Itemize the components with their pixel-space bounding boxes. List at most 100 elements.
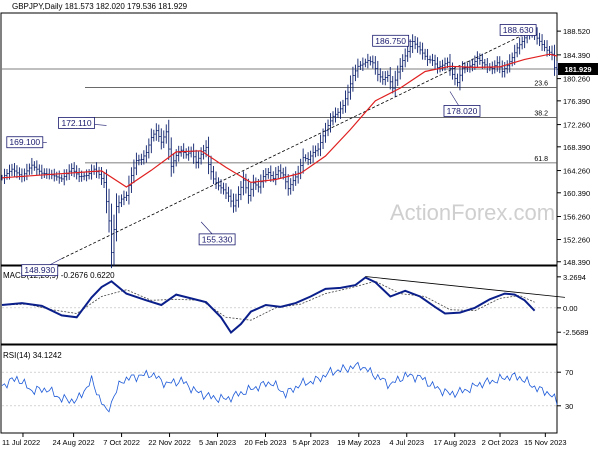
callout-label: 172.110 (61, 118, 91, 128)
ohlc-bar (294, 171, 297, 186)
callout-box (499, 24, 537, 36)
ohlc-bar (408, 39, 412, 58)
ohlc-bar (33, 161, 36, 171)
ohlc-bar (321, 128, 325, 150)
ohlc-bar (448, 53, 452, 76)
ohlc-bar (503, 61, 506, 78)
macd-axis-tick-label: -2.5689 (563, 328, 588, 337)
x-axis: 11 Jul 2022 24 Aug 2022 7 Oct 2022 22 Nov 2… (2, 433, 567, 447)
ohlc-bar (28, 163, 31, 175)
ohlc-bar (511, 52, 514, 67)
price-axis-tick-label: 164.260 (563, 167, 590, 176)
ohlc-bar (396, 65, 399, 86)
ohlc-bar (267, 167, 270, 179)
ohlc-bar (301, 148, 305, 174)
ohlc-bar (142, 150, 146, 165)
ohlc-bar (38, 164, 41, 176)
callout-label: 178.020 (447, 106, 478, 116)
ohlc-bar (157, 124, 160, 142)
ohlc-bar (239, 181, 243, 201)
callout-box (58, 117, 95, 129)
ohlc-bar (247, 178, 250, 204)
ohlc-bar (336, 108, 340, 119)
ohlc-bar (339, 101, 342, 119)
ohlc-bar (381, 71, 384, 85)
ohlc-bar (486, 58, 489, 74)
ohlc-bar (403, 48, 407, 68)
ohlc-bar (160, 128, 163, 150)
ohlc-bar (222, 182, 225, 195)
ohlc-bar (25, 163, 29, 181)
ohlc-bar (458, 66, 462, 91)
ohlc-bar (284, 166, 287, 190)
ohlc-bar (77, 167, 81, 183)
price-panel: 188.520 184.390 180.260 176.390 172.260 168.3… (0, 24, 598, 277)
ohlc-bar (259, 174, 263, 194)
ohlc-bar (192, 143, 195, 164)
ohlc-bar (30, 157, 34, 175)
ohlc-bar (501, 60, 504, 78)
ohlc-bar (269, 165, 272, 182)
ohlc-bar (443, 57, 447, 71)
chart-header: GBPJPY,Daily 181.573 182.020 179.536 181… (12, 2, 188, 11)
ohlc-bar (356, 58, 360, 78)
ohlc-bar (127, 175, 131, 205)
trend-channel-line (61, 30, 533, 260)
ohlc-bar (232, 193, 235, 213)
ohlc-bar (115, 193, 118, 242)
ohlc-bar (406, 44, 409, 62)
rsi-title: RSI(14) 34.1242 (3, 351, 62, 360)
ohlc-bar (346, 84, 350, 106)
ohlc-bar (351, 66, 355, 92)
ohlc-bar (237, 186, 240, 208)
ohlc-bar (274, 167, 277, 186)
ohlc-bar (520, 36, 524, 50)
x-axis-tick-label: 11 Jul 2022 (2, 438, 40, 447)
ohlc-bar (140, 153, 143, 166)
ohlc-bar (366, 53, 370, 69)
ohlc-bar (413, 36, 417, 50)
current-price-label: 181.929 (564, 65, 591, 74)
x-axis-tick-label: 22 Nov 2022 (148, 438, 191, 447)
ohlc-bar (117, 195, 121, 214)
x-axis-tick-label: 17 Aug 2023 (434, 438, 476, 447)
price-axis-tick-label: 148.390 (563, 258, 590, 267)
ohlc-bar (137, 154, 141, 166)
ohlc-bar (545, 40, 549, 57)
ohlc-bar (463, 61, 467, 74)
ohlc-bar (112, 214, 116, 266)
ohlc-bar (371, 55, 375, 69)
ohlc-bar (87, 169, 91, 180)
ohlc-bar (60, 174, 63, 183)
macd-signal-line (1, 280, 535, 321)
ohlc-bar (214, 171, 218, 190)
x-axis-tick-label: 2 Oct 2023 (482, 438, 519, 447)
ohlc-bar (162, 130, 165, 149)
ohlc-bar (15, 165, 19, 179)
ohlc-bar (105, 169, 108, 214)
ohlc-bar (40, 164, 44, 180)
ohlc-bar (199, 147, 203, 165)
macd-title: MACD(12,26,9) -0.2676 0.6220 (3, 271, 115, 280)
ohlc-bar (324, 122, 327, 143)
x-axis-tick-label: 5 Jan 2023 (199, 438, 236, 447)
ohlc-bar (3, 168, 6, 184)
ohlc-bar (63, 169, 66, 186)
ohlc-bar (43, 168, 46, 179)
ohlc-bar (515, 42, 519, 58)
ohlc-bar (150, 128, 153, 154)
macd-trend-line (365, 276, 566, 298)
ohlc-bar (177, 145, 180, 162)
ohlc-bar (58, 170, 61, 184)
price-axis-tick-label: 176.390 (563, 97, 590, 106)
callout-box (372, 34, 410, 47)
ohlc-bar (421, 42, 424, 60)
ohlc-bar (316, 143, 320, 157)
ohlc-bar (314, 145, 317, 158)
ohlc-bar (145, 145, 148, 163)
price-axis-tick-label: 152.260 (563, 236, 590, 245)
rsi-panel: 70 30 (1, 361, 573, 413)
ohlc-bar (471, 58, 474, 72)
ohlc-bar (376, 60, 380, 82)
ohlc-bar (249, 182, 253, 202)
